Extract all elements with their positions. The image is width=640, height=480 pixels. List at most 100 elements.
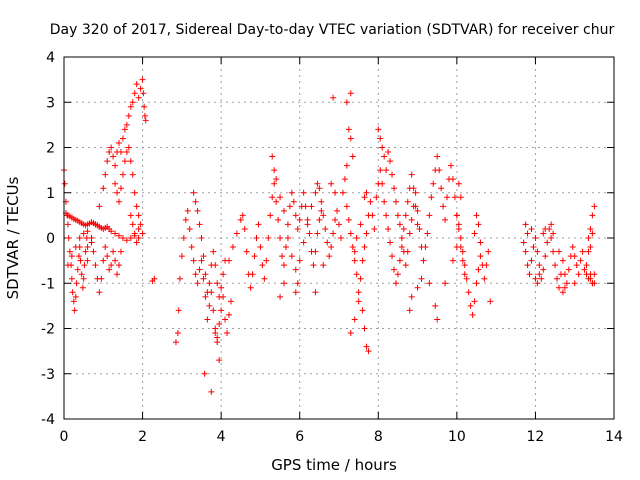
- data-point: [100, 185, 107, 192]
- data-point: [310, 262, 317, 269]
- data-point: [214, 339, 221, 346]
- data-point: [540, 230, 547, 237]
- data-point: [363, 189, 370, 196]
- x-tick-label: 12: [527, 429, 545, 445]
- data-point: [396, 257, 403, 264]
- data-point: [398, 235, 405, 241]
- data-point: [82, 248, 89, 255]
- data-point: [414, 284, 421, 291]
- data-point: [471, 298, 478, 305]
- y-axis-label: SDTVAR / TECUs: [4, 176, 22, 299]
- data-point: [198, 257, 205, 264]
- data-point: [389, 253, 396, 260]
- data-point: [192, 198, 199, 205]
- data-point: [320, 262, 327, 269]
- data-point: [337, 235, 344, 241]
- x-tick-label: 2: [138, 429, 147, 445]
- data-point: [404, 198, 411, 205]
- data-point: [88, 239, 95, 246]
- data-point: [102, 171, 109, 178]
- data-point: [190, 257, 197, 264]
- data-point: [532, 275, 539, 282]
- data-point: [78, 271, 85, 278]
- data-point: [116, 139, 122, 146]
- data-point: [375, 126, 382, 133]
- data-point: [544, 239, 551, 246]
- data-point: [131, 230, 138, 237]
- data-point: [112, 230, 119, 237]
- data-point: [424, 230, 431, 237]
- data-point: [212, 330, 219, 337]
- data-point: [194, 207, 201, 214]
- data-point: [182, 216, 189, 223]
- x-tick-label: 14: [605, 429, 623, 445]
- data-point: [475, 221, 482, 228]
- data-point: [73, 280, 80, 287]
- data-point: [449, 257, 456, 264]
- data-point: [455, 221, 462, 228]
- data-point: [119, 171, 126, 178]
- data-point: [190, 189, 197, 196]
- data-point: [418, 275, 425, 282]
- data-point: [355, 298, 362, 305]
- y-tick-label: 1: [46, 186, 55, 202]
- data-point: [451, 194, 458, 201]
- data-point: [243, 248, 250, 255]
- data-point: [481, 275, 488, 282]
- data-point: [385, 149, 392, 156]
- data-point: [459, 257, 466, 264]
- data-point: [80, 275, 87, 282]
- data-point: [377, 135, 384, 142]
- data-point: [116, 232, 122, 239]
- data-point: [320, 212, 327, 219]
- data-point: [369, 212, 376, 219]
- data-point: [292, 212, 299, 219]
- data-point: [96, 203, 103, 210]
- data-point: [104, 253, 111, 260]
- data-point: [314, 230, 321, 237]
- data-point: [68, 253, 75, 260]
- data-point: [426, 212, 433, 219]
- data-point: [357, 275, 364, 282]
- y-tick-label: 4: [46, 50, 55, 66]
- data-point: [361, 194, 368, 201]
- data-point: [392, 280, 399, 287]
- data-point: [561, 284, 568, 291]
- data-point: [282, 244, 289, 251]
- x-tick-label: 6: [295, 429, 304, 445]
- data-point: [117, 185, 124, 192]
- data-point: [131, 90, 138, 97]
- data-point: [554, 275, 561, 282]
- data-point: [416, 225, 423, 232]
- data-point: [402, 212, 409, 219]
- data-point: [300, 239, 307, 246]
- data-point: [341, 176, 348, 183]
- data-point: [116, 262, 122, 269]
- data-point: [224, 330, 231, 337]
- data-point: [465, 289, 472, 296]
- data-point: [420, 257, 427, 264]
- data-point: [125, 144, 132, 151]
- data-point: [422, 244, 429, 251]
- data-point: [389, 171, 396, 178]
- data-point: [129, 221, 136, 228]
- data-point: [469, 311, 476, 318]
- data-point: [351, 248, 358, 255]
- data-point: [312, 189, 319, 196]
- data-point: [216, 320, 223, 327]
- data-point: [449, 176, 456, 183]
- data-point: [383, 212, 390, 219]
- data-point: [220, 271, 227, 278]
- data-point: [123, 149, 130, 156]
- data-point: [139, 76, 146, 83]
- data-point: [430, 180, 437, 187]
- data-point: [271, 167, 278, 174]
- data-point: [84, 244, 91, 251]
- data-point: [112, 162, 119, 169]
- data-point: [200, 253, 207, 260]
- data-point: [392, 198, 399, 205]
- data-point: [355, 289, 362, 296]
- data-point: [565, 266, 572, 273]
